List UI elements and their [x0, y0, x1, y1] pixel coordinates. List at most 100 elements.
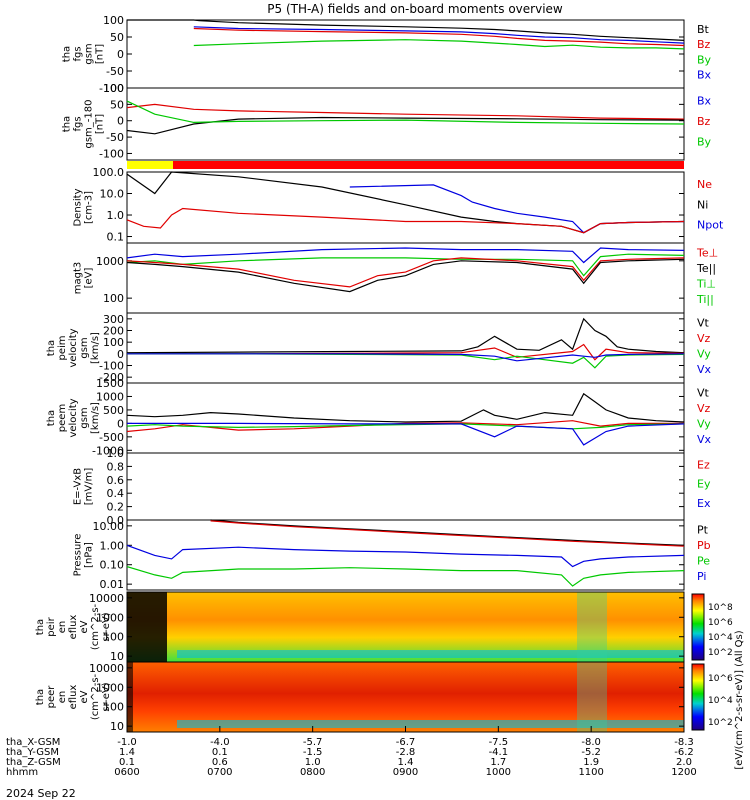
y-tick-label: 50 — [110, 98, 124, 111]
y-axis-label: gsm — [84, 43, 95, 64]
y-tick-label: -500 — [99, 431, 124, 444]
y-tick-label: -1000 — [92, 444, 124, 457]
y-axis-label: [nPa] — [84, 542, 95, 568]
x-row-value: -6.2 — [674, 747, 694, 758]
y-axis-label: en — [57, 621, 68, 634]
x-row-value: 1.9 — [583, 757, 599, 768]
date-label: 2024 Sep 22 — [6, 787, 76, 800]
y-tick-label: -100 — [99, 147, 124, 160]
y-tick-label: -100 — [99, 360, 124, 373]
y-axis-label: tha — [46, 340, 57, 356]
y-tick-label: 100 — [103, 292, 124, 305]
colorbar-top — [691, 593, 705, 661]
heatmap-gap — [127, 662, 133, 732]
x-row-value: 0900 — [393, 767, 418, 778]
colorbar-tick: 10^6 — [708, 618, 733, 628]
colorbar-tick: 10^4 — [708, 696, 733, 706]
panel-frame — [126, 171, 685, 244]
y-tick-label: 100 — [103, 82, 124, 95]
panel-density: 0.1 1.0 10.0 100.0 Density [cm-3] Ne Ni Npot — [73, 166, 724, 244]
series-line-0 — [126, 392, 685, 423]
panel-frame — [126, 312, 685, 384]
panel-frame — [126, 382, 685, 454]
y-axis-label: eflux — [68, 615, 79, 640]
y-tick-label: 100.0 — [93, 166, 125, 179]
y-axis-label: gsm — [79, 337, 90, 358]
x-row-value: 1.4 — [119, 747, 135, 758]
y-tick-label: 0.01 — [100, 578, 125, 591]
panel-pressure: 0.01 0.10 1.00 10.00 Pressure [nPa] Pt Pb Pe Pi — [73, 519, 711, 591]
legend-entry: By — [697, 135, 712, 148]
colorbar-tick: 10^4 — [708, 633, 733, 643]
y-axis-label: gsm — [79, 407, 90, 428]
series-line-1 — [126, 116, 685, 135]
x-row-value: 0800 — [300, 767, 325, 778]
flag-bar-red — [173, 161, 684, 169]
series-line-2 — [126, 423, 685, 430]
y-tick-label: 0 — [117, 48, 124, 61]
heatmap-low-band — [177, 720, 684, 728]
legend-entry: Vy — [697, 417, 711, 430]
legend-entry: Pt — [697, 523, 709, 536]
y-tick-label: 10.00 — [93, 520, 125, 533]
y-tick-label: 1.0 — [107, 447, 125, 460]
y-tick-label: 0.10 — [100, 559, 125, 572]
x-row-value: -1.5 — [303, 747, 323, 758]
legend-entry: Pe — [697, 554, 710, 567]
y-tick-label: 0.6 — [107, 474, 125, 487]
y-tick-label: 0.2 — [107, 501, 125, 514]
legend-entry: Bz — [697, 115, 711, 128]
y-tick-label: -50 — [106, 65, 124, 78]
figure-title: P5 (TH-A) fields and on-board moments ov… — [267, 2, 563, 16]
series-line-0 — [126, 317, 685, 354]
x-row-value: -8.3 — [674, 737, 694, 748]
y-axis-label: fgs — [73, 116, 84, 131]
legend-entry: Te⊥ — [696, 246, 718, 259]
x-row-value: -4.0 — [210, 737, 230, 748]
panel-peer_eflux: 10 100 1000 10000 tha peer en eflux eV (cm^2-s-sr… — [35, 661, 685, 733]
x-row-value: 1.4 — [398, 757, 414, 768]
y-tick-label: 0.0 — [107, 514, 125, 527]
heatmap-dip-band — [577, 592, 607, 662]
legend-entry: Ti|| — [696, 293, 714, 306]
y-tick-label: 10000 — [89, 662, 124, 675]
x-row-value: 1100 — [578, 767, 603, 778]
x-row-value: 1.7 — [490, 757, 506, 768]
y-tick-label: 300 — [103, 313, 124, 326]
y-tick-label: 0.8 — [107, 460, 125, 473]
x-row-label: tha_X-GSM — [6, 737, 60, 748]
y-tick-label: 1000 — [96, 611, 124, 624]
y-axis-label: magt3 — [73, 262, 84, 295]
x-row-value: 0.1 — [119, 757, 135, 768]
y-axis-label: eflux — [68, 685, 79, 710]
y-axis-label: tha — [46, 410, 57, 426]
y-axis-label: peim — [57, 335, 68, 360]
panel-peir_eflux: 10 100 1000 10000 tha peir en eflux eV (cm^2-s-sr… — [35, 591, 685, 663]
panel-efield: 0.00.20.40.60.81.0 E=-VxB [mV/m] Ez Ey Ex — [73, 447, 711, 527]
legend-entry: Ey — [697, 478, 711, 491]
y-tick-label: 0.1 — [107, 231, 125, 244]
y-tick-label: 50 — [110, 31, 124, 44]
panel-frame — [126, 19, 685, 89]
y-axis-label: [km/s] — [90, 332, 101, 364]
series-line-0 — [127, 19, 685, 41]
x-row-value: 0700 — [207, 767, 232, 778]
y-axis-label: [nT] — [95, 44, 106, 64]
y-axis-label: peir — [46, 616, 57, 636]
legend-entry: Vy — [697, 347, 711, 360]
y-tick-label: 100 — [103, 14, 124, 27]
y-tick-label: 1.00 — [100, 539, 125, 552]
y-axis-label: sr-eV) — [101, 682, 112, 711]
panel-frame — [126, 519, 685, 591]
colorbar-tick: 10^2 — [708, 718, 733, 728]
series-line-2 — [126, 100, 685, 125]
y-axis-label: velocity — [68, 398, 79, 437]
y-tick-label: 500 — [103, 404, 124, 417]
legend-entry: Vt — [697, 386, 710, 399]
y-tick-label: 1000 — [96, 390, 124, 403]
series-line-0 — [126, 103, 685, 120]
legend-entry: Vt — [697, 316, 710, 329]
series-line-3 — [127, 422, 685, 446]
y-axis-label: Density — [73, 188, 84, 226]
